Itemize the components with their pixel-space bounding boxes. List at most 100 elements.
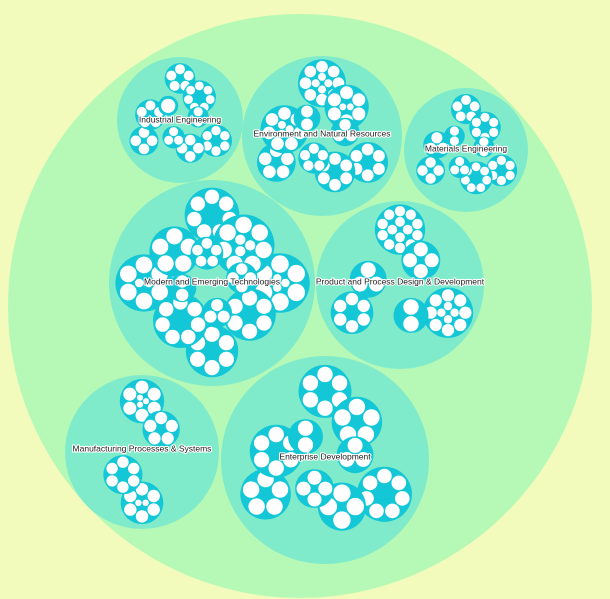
leaf-circle[interactable] [377, 468, 392, 484]
leaf-circle[interactable] [425, 173, 436, 184]
leaf-circle[interactable] [346, 103, 354, 111]
leaf-circle[interactable] [403, 316, 419, 332]
category-industrial-engineering[interactable]: Industrial Engineering [117, 57, 243, 183]
leaf-circle[interactable] [236, 263, 248, 275]
leaf-circle[interactable] [449, 126, 459, 136]
leaf-circle[interactable] [327, 65, 340, 78]
leaf-circle[interactable] [128, 462, 140, 475]
leaf-circle[interactable] [339, 452, 355, 467]
leaf-circle[interactable] [277, 129, 286, 138]
category-environment-and-natural-resources[interactable]: Environment and Natural Resources [242, 56, 402, 216]
leaf-circle[interactable] [169, 127, 179, 137]
leaf-circle[interactable] [169, 80, 180, 91]
leaf-circle[interactable] [318, 85, 326, 94]
leaf-circle[interactable] [466, 183, 476, 193]
leaf-circle[interactable] [277, 120, 286, 129]
leaf-circle[interactable] [184, 151, 196, 162]
leaf-circle[interactable] [450, 308, 459, 317]
leaf-circle[interactable] [363, 409, 380, 426]
leaf-circle[interactable] [368, 276, 384, 292]
leaf-circle[interactable] [135, 408, 149, 422]
leaf-circle[interactable] [505, 170, 515, 181]
leaf-circle[interactable] [268, 460, 284, 476]
leaf-circle[interactable] [155, 412, 168, 425]
leaf-circle[interactable] [459, 306, 472, 319]
leaf-circle[interactable] [136, 106, 147, 117]
leaf-circle[interactable] [217, 310, 230, 323]
leaf-circle[interactable] [460, 165, 470, 175]
leaf-circle[interactable] [244, 272, 257, 284]
leaf-circle[interactable] [476, 183, 486, 193]
leaf-circle[interactable] [193, 142, 204, 154]
leaf-circle[interactable] [345, 129, 358, 142]
category-manufacturing-processes-systems[interactable]: Manufacturing Processes & Systems [65, 375, 219, 529]
leaf-circle[interactable] [204, 310, 217, 323]
leaf-circle[interactable] [135, 510, 149, 523]
leaf-circle[interactable] [242, 323, 258, 339]
leaf-circle[interactable] [362, 475, 378, 491]
leaf-circle[interactable] [265, 113, 279, 126]
leaf-circle[interactable] [302, 375, 319, 391]
leaf-circle[interactable] [317, 400, 333, 416]
leaf-circle[interactable] [157, 255, 174, 272]
leaf-circle[interactable] [147, 489, 160, 503]
leaf-circle[interactable] [307, 492, 322, 507]
leaf-circle[interactable] [278, 107, 291, 120]
leaf-circle[interactable] [303, 160, 314, 171]
leaf-circle[interactable] [488, 160, 498, 170]
leaf-circle[interactable] [395, 216, 405, 227]
leaf-circle[interactable] [187, 211, 202, 227]
leaf-circle[interactable] [155, 317, 170, 332]
leaf-circle[interactable] [334, 299, 347, 313]
leaf-circle[interactable] [301, 118, 313, 131]
leaf-circle[interactable] [123, 401, 137, 415]
leaf-circle[interactable] [253, 435, 270, 451]
leaf-circle[interactable] [394, 206, 406, 217]
leaf-circle[interactable] [471, 117, 481, 127]
leaf-circle[interactable] [339, 119, 351, 131]
leaf-circle[interactable] [152, 238, 169, 255]
leaf-circle[interactable] [361, 169, 374, 182]
leaf-circle[interactable] [471, 162, 481, 172]
leaf-circle[interactable] [329, 153, 341, 165]
leaf-circle[interactable] [480, 166, 489, 176]
leaf-circle[interactable] [352, 93, 366, 107]
leaf-circle[interactable] [455, 156, 465, 166]
leaf-circle[interactable] [285, 137, 298, 150]
leaf-circle[interactable] [271, 293, 289, 311]
leaf-circle[interactable] [146, 135, 158, 147]
leaf-circle[interactable] [165, 329, 180, 345]
leaf-circle[interactable] [361, 143, 374, 156]
leaf-circle[interactable] [196, 224, 212, 239]
leaf-circle[interactable] [242, 290, 258, 306]
leaf-circle[interactable] [161, 98, 176, 113]
leaf-circle[interactable] [425, 142, 437, 154]
leaf-circle[interactable] [316, 60, 328, 73]
leaf-circle[interactable] [117, 456, 129, 468]
leaf-circle[interactable] [489, 117, 499, 127]
leaf-circle[interactable] [235, 234, 246, 245]
leaf-circle[interactable] [433, 165, 444, 176]
leaf-circle[interactable] [242, 481, 260, 498]
leaf-circle[interactable] [253, 452, 270, 468]
leaf-circle[interactable] [147, 387, 161, 401]
leaf-circle[interactable] [120, 265, 137, 283]
leaf-circle[interactable] [271, 481, 289, 498]
leaf-circle[interactable] [357, 299, 370, 313]
leaf-circle[interactable] [211, 244, 222, 256]
leaf-circle[interactable] [395, 232, 405, 243]
leaf-circle[interactable] [327, 107, 341, 121]
leaf-circle[interactable] [357, 313, 370, 326]
leaf-circle[interactable] [429, 318, 442, 332]
leaf-circle[interactable] [413, 242, 428, 257]
leaf-circle[interactable] [140, 117, 150, 128]
leaf-circle[interactable] [207, 255, 218, 267]
leaf-circle[interactable] [340, 159, 353, 172]
leaf-circle[interactable] [287, 264, 305, 283]
leaf-circle[interactable] [369, 503, 384, 519]
leaf-circle[interactable] [339, 103, 347, 111]
leaf-circle[interactable] [345, 320, 359, 333]
leaf-circle[interactable] [124, 503, 137, 516]
leaf-circle[interactable] [480, 112, 490, 122]
leaf-circle[interactable] [138, 143, 150, 155]
